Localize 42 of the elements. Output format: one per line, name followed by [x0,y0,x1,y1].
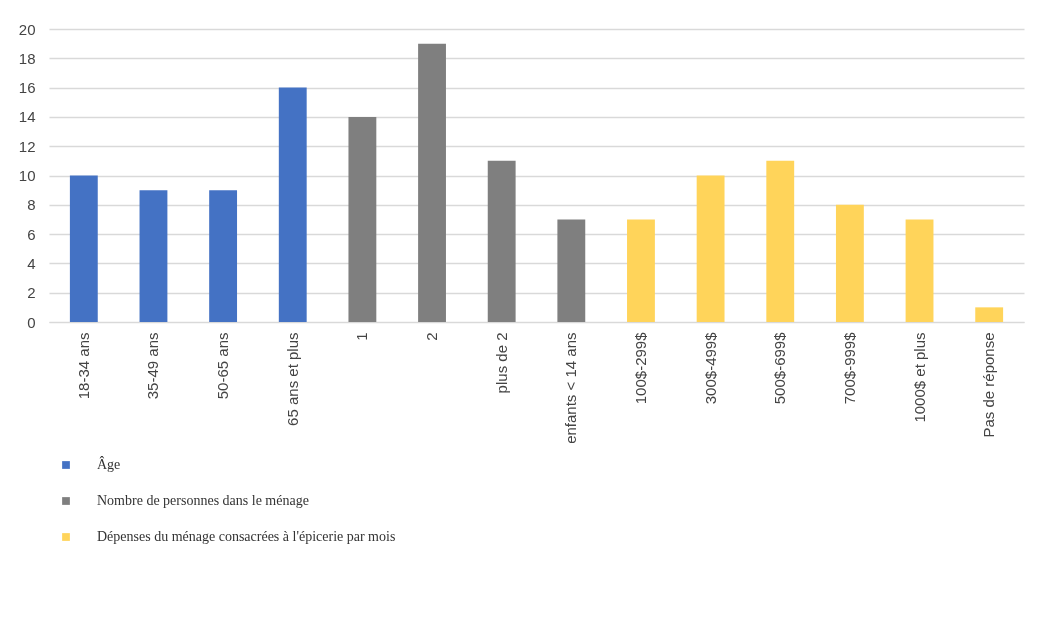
y-tick-label: 20 [18,20,36,38]
y-tick-label: 8 [27,196,36,214]
bar [487,160,516,322]
bar [139,190,168,322]
y-tick-label: 4 [27,254,36,272]
x-tick-label: 100$-299$ [631,331,649,405]
x-tick-label: 2 [423,332,441,341]
bar [696,175,725,322]
y-tick-label: 14 [18,108,36,126]
x-tick-label: Pas de réponse [980,332,998,438]
y-tick-label: 6 [27,225,36,243]
y-tick-label: 0 [27,313,36,331]
bar [278,87,307,322]
x-tick-label: 300$-499$ [701,331,719,405]
bar [209,190,238,322]
x-tick-label: 50-65 ans [214,332,232,400]
y-tick-label: 10 [18,167,36,184]
x-tick-label: 1000$ et plus [910,332,928,423]
x-tick-label: enfants < 14 ans [562,332,580,444]
y-tick-label: 2 [27,284,36,302]
bar [627,219,655,322]
x-tick-label: 65 ans et plus [283,332,301,426]
y-tick-label: 16 [18,79,36,97]
bar [766,160,795,322]
bar [557,219,586,322]
y-tick-label: 12 [18,137,36,155]
legend-label: Âge [97,456,121,472]
x-tick-label: 700$-999$ [840,331,858,405]
bar [348,116,377,322]
bar [69,175,98,322]
legend-label: Dépenses du ménage consacrées à l'épicerie par mois [97,529,396,544]
legend-label: Nombre de personnes dans le ménage [97,493,309,508]
bar [835,204,864,322]
x-tick-label: 18-34 ans [74,332,92,400]
x-tick-label: 35-49 ans [144,332,162,400]
x-tick-label: 500$-699$ [771,331,789,405]
x-tick-label: 1 [353,332,371,341]
bar [905,219,934,322]
bar [975,307,1004,322]
bar [418,43,446,322]
x-tick-label: plus de 2 [492,332,510,394]
y-tick-label: 18 [18,49,36,67]
